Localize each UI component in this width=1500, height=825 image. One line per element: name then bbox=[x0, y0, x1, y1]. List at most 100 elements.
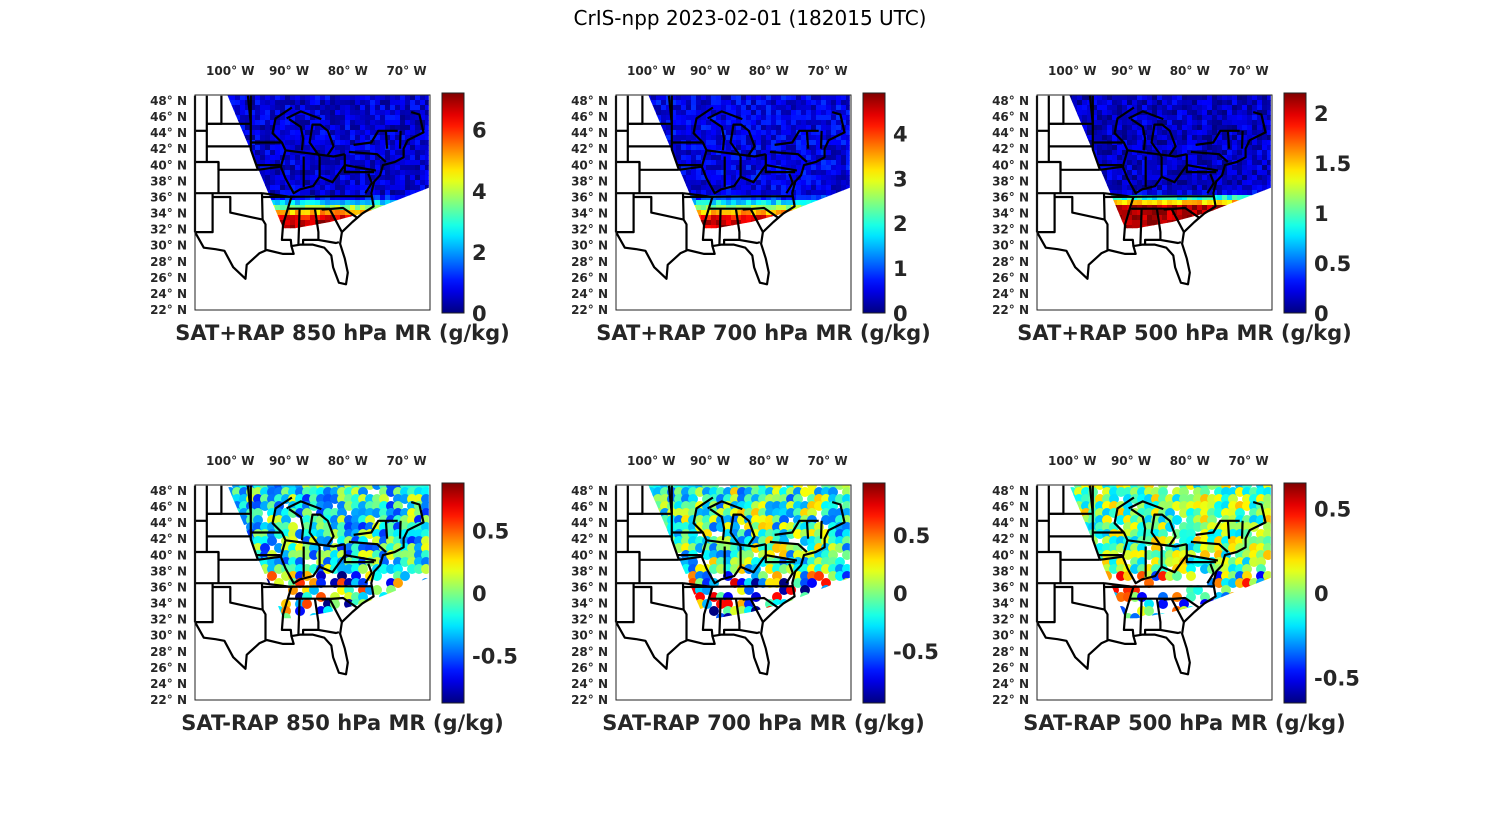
boundary-line bbox=[285, 149, 346, 158]
data-point bbox=[656, 175, 662, 181]
data-point bbox=[255, 185, 261, 191]
data-point bbox=[420, 250, 426, 256]
data-point bbox=[1082, 195, 1088, 201]
data-point bbox=[691, 160, 697, 166]
data-point bbox=[340, 195, 346, 201]
data-point bbox=[1197, 160, 1203, 166]
data-point bbox=[405, 110, 411, 116]
data-point bbox=[280, 125, 286, 131]
data-point bbox=[1057, 255, 1063, 261]
data-point bbox=[1102, 255, 1108, 261]
data-point bbox=[270, 255, 276, 261]
data-point bbox=[1237, 135, 1243, 141]
data-point bbox=[1222, 185, 1228, 191]
data-point bbox=[831, 235, 837, 241]
data-point bbox=[826, 110, 832, 116]
data-point bbox=[1072, 155, 1078, 161]
data-point bbox=[1152, 200, 1158, 206]
data-point bbox=[1207, 115, 1213, 121]
data-point bbox=[285, 255, 291, 261]
data-point bbox=[210, 115, 216, 121]
data-point bbox=[1092, 220, 1098, 226]
data-point bbox=[1167, 145, 1173, 151]
data-point bbox=[280, 245, 286, 251]
data-point bbox=[681, 150, 687, 156]
data-point bbox=[200, 195, 206, 201]
data-point bbox=[210, 110, 216, 116]
data-point bbox=[1182, 145, 1188, 151]
boundary-line bbox=[1088, 95, 1094, 124]
data-point bbox=[1052, 235, 1058, 241]
data-point bbox=[1187, 115, 1193, 121]
data-point bbox=[1117, 255, 1123, 261]
data-point bbox=[1057, 140, 1063, 146]
data-point bbox=[1227, 225, 1233, 229]
data-point bbox=[1037, 255, 1043, 261]
data-point bbox=[290, 215, 296, 221]
data-point bbox=[200, 140, 206, 146]
data-point bbox=[731, 220, 737, 226]
data-point bbox=[751, 95, 757, 101]
data-point bbox=[711, 160, 717, 166]
data-point bbox=[195, 245, 201, 251]
data-point bbox=[786, 105, 792, 111]
data-point bbox=[776, 240, 782, 246]
data-point bbox=[1117, 175, 1123, 181]
data-point bbox=[826, 205, 832, 211]
data-point bbox=[1247, 215, 1253, 221]
data-point bbox=[405, 165, 411, 171]
data-point bbox=[425, 185, 429, 191]
data-point bbox=[841, 115, 847, 121]
data-point bbox=[325, 235, 331, 241]
data-point bbox=[1247, 205, 1253, 211]
data-point bbox=[1142, 200, 1148, 206]
data-point bbox=[420, 205, 426, 211]
data-point bbox=[1077, 230, 1083, 236]
data-point bbox=[841, 120, 847, 126]
data-point bbox=[771, 120, 777, 126]
data-point bbox=[801, 145, 807, 151]
data-point bbox=[390, 240, 396, 246]
data-point bbox=[280, 130, 286, 136]
data-point bbox=[340, 220, 346, 226]
data-point bbox=[821, 170, 827, 176]
data-point bbox=[1267, 105, 1271, 111]
data-point bbox=[1232, 145, 1238, 151]
data-point bbox=[1202, 225, 1208, 229]
data-point bbox=[1102, 110, 1108, 116]
data-point bbox=[1242, 230, 1248, 236]
data-point bbox=[771, 175, 777, 181]
data-point bbox=[1137, 130, 1143, 136]
data-point bbox=[385, 245, 391, 251]
data-point bbox=[836, 100, 842, 106]
data-point bbox=[320, 155, 326, 161]
data-point bbox=[1057, 200, 1063, 206]
data-point bbox=[1167, 225, 1173, 229]
data-point bbox=[1069, 95, 1073, 101]
data-point bbox=[1042, 195, 1048, 201]
data-point bbox=[636, 100, 642, 106]
data-point bbox=[648, 175, 652, 181]
data-point bbox=[1267, 175, 1271, 181]
data-point bbox=[781, 95, 787, 101]
data-point bbox=[1132, 135, 1138, 141]
data-point bbox=[676, 110, 682, 116]
boundary-line bbox=[246, 95, 252, 124]
data-point bbox=[250, 195, 256, 201]
data-point bbox=[641, 215, 647, 221]
boundary-line bbox=[708, 206, 779, 219]
data-point bbox=[370, 245, 376, 251]
data-point bbox=[425, 150, 429, 156]
data-point bbox=[310, 120, 316, 126]
data-point bbox=[405, 125, 411, 131]
data-point bbox=[681, 115, 687, 121]
data-point bbox=[255, 95, 261, 101]
data-point bbox=[771, 115, 777, 121]
data-point bbox=[801, 150, 807, 156]
data-point bbox=[756, 200, 762, 206]
y-tick-label: 30° N bbox=[150, 239, 187, 253]
data-point bbox=[305, 135, 311, 141]
data-point bbox=[811, 190, 817, 196]
data-point bbox=[1187, 245, 1193, 251]
data-point bbox=[1192, 105, 1198, 111]
